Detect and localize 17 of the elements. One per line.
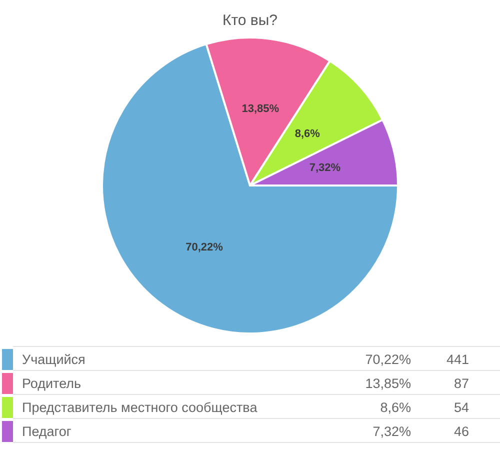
text: 7,32% bbox=[372, 424, 411, 439]
legend-label: Родитель bbox=[22, 376, 82, 391]
text: 87 bbox=[454, 376, 469, 391]
legend-label: Представитель местного сообщества bbox=[22, 400, 258, 415]
text: 46 bbox=[454, 424, 469, 439]
data-label: 8,6% bbox=[294, 128, 320, 140]
text: 54 bbox=[454, 400, 470, 415]
chart-title: Кто вы? bbox=[222, 12, 278, 29]
text: 70,22% bbox=[365, 352, 411, 367]
data-label: 70,22% bbox=[186, 241, 224, 254]
legend-label: Учащийся bbox=[22, 352, 86, 367]
text: 8,6% bbox=[380, 400, 411, 415]
text: 441 bbox=[446, 352, 469, 367]
data-label: 13,85% bbox=[242, 103, 280, 116]
text: 13,85% bbox=[365, 376, 411, 391]
data-label: 7,32% bbox=[309, 162, 341, 174]
legend-label: Педагог bbox=[22, 424, 72, 439]
